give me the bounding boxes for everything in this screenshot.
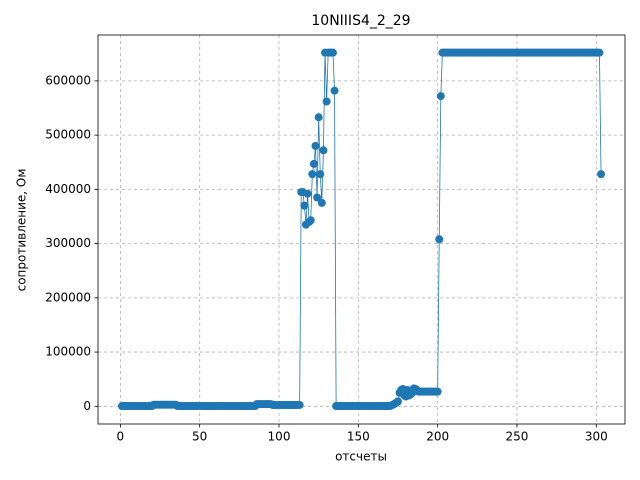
data-point bbox=[595, 48, 604, 57]
data-point bbox=[436, 92, 445, 101]
data-point bbox=[309, 159, 318, 168]
y-tick-label: 600000 bbox=[45, 73, 91, 87]
x-tick-label: 250 bbox=[506, 430, 529, 444]
x-tick-label: 200 bbox=[426, 430, 449, 444]
data-point bbox=[317, 198, 326, 207]
y-tick-label: 0 bbox=[83, 399, 91, 413]
data-point bbox=[330, 86, 339, 95]
data-point bbox=[295, 400, 304, 409]
data-point bbox=[597, 170, 606, 179]
y-tick-label: 400000 bbox=[45, 182, 91, 196]
data-point bbox=[316, 170, 325, 179]
chart-title: 10NIIIS4_2_29 bbox=[311, 13, 410, 29]
y-axis-label: сопротивление, Ом bbox=[15, 169, 29, 292]
data-point bbox=[300, 201, 309, 210]
data-point bbox=[306, 216, 315, 225]
x-tick-label: 300 bbox=[585, 430, 608, 444]
data-point bbox=[311, 141, 320, 150]
data-point bbox=[313, 193, 322, 202]
x-tick-label: 100 bbox=[268, 430, 291, 444]
data-point bbox=[314, 113, 323, 122]
data-point bbox=[393, 397, 402, 406]
y-tick-label: 300000 bbox=[45, 236, 91, 250]
data-line bbox=[121, 52, 602, 407]
data-point bbox=[308, 170, 317, 179]
data-point bbox=[319, 146, 328, 155]
x-tick-label: 0 bbox=[117, 430, 125, 444]
data-point bbox=[303, 189, 312, 198]
y-tick-label: 100000 bbox=[45, 345, 91, 359]
x-axis-label: отсчеты bbox=[335, 450, 387, 464]
x-tick-label: 150 bbox=[347, 430, 370, 444]
data-point bbox=[433, 387, 442, 396]
y-tick-label: 200000 bbox=[45, 290, 91, 304]
data-point bbox=[322, 97, 331, 106]
plot-frame bbox=[97, 34, 626, 425]
data-point bbox=[435, 235, 444, 244]
data-point bbox=[328, 48, 337, 57]
x-tick-label: 50 bbox=[192, 430, 207, 444]
y-tick-label: 500000 bbox=[45, 128, 91, 142]
